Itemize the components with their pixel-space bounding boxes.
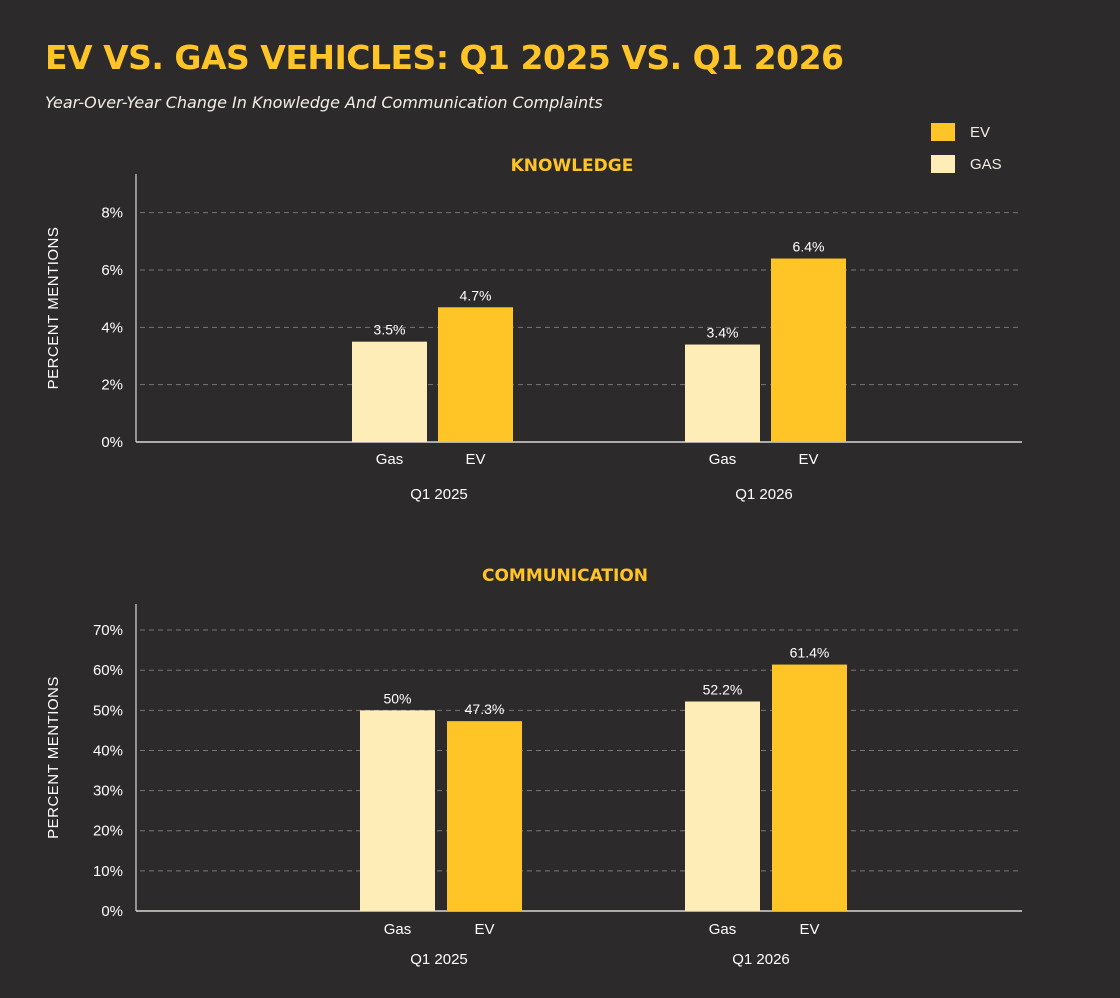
legend: EV GAS	[931, 116, 1002, 180]
knowledge-data-label: 3.5%	[374, 322, 406, 338]
communication-ytick-label: 40%	[93, 742, 123, 759]
knowledge-group-label: Q1 2026	[735, 486, 793, 503]
knowledge-bar-ev-0	[438, 307, 513, 442]
communication-group-label: Q1 2026	[732, 951, 790, 968]
knowledge-bar-ev-1	[771, 258, 846, 442]
communication-ytick-label: 10%	[93, 863, 123, 880]
communication-chart: COMMUNICATION 0% 10% 20% 30% 40% 50% 60% 70% PERC…	[45, 566, 1022, 968]
communication-data-label: 61.4%	[790, 645, 830, 661]
communication-category-label: Gas	[709, 921, 737, 938]
communication-group-label: Q1 2025	[410, 951, 468, 968]
knowledge-ytick-label: 0%	[101, 434, 123, 451]
knowledge-title: KNOWLEDGE	[511, 156, 634, 176]
communication-data-label: 47.3%	[465, 701, 505, 717]
communication-bar-ev-0	[447, 721, 522, 911]
legend-label-ev: EV	[970, 123, 991, 141]
communication-data-label: 52.2%	[703, 681, 743, 697]
knowledge-ytick-label: 6%	[101, 262, 123, 279]
knowledge-ytick-label: 2%	[101, 377, 123, 394]
communication-category-label: EV	[799, 921, 819, 938]
communication-ytick-label: 60%	[93, 662, 123, 679]
knowledge-category-label: EV	[798, 451, 818, 468]
knowledge-data-label: 4.7%	[460, 287, 492, 303]
legend-item-ev: EV	[931, 116, 1002, 148]
page-title: EV VS. GAS VEHICLES: Q1 2025 VS. Q1 2026	[45, 38, 844, 77]
communication-bar-gas-1	[685, 701, 760, 911]
page-subtitle: Year-Over-Year Change In Knowledge And C…	[45, 93, 603, 112]
legend-item-gas: GAS	[931, 148, 1002, 180]
knowledge-category-label: Gas	[376, 451, 404, 468]
knowledge-bar-gas-1	[685, 344, 760, 442]
communication-bar-gas-0	[360, 710, 435, 911]
communication-ytick-label: 0%	[101, 903, 123, 920]
knowledge-bar-gas-0	[352, 341, 427, 442]
knowledge-ylabel: PERCENT MENTIONS	[45, 227, 62, 390]
knowledge-category-label: Gas	[709, 451, 737, 468]
communication-ytick-label: 50%	[93, 702, 123, 719]
knowledge-data-label: 3.4%	[707, 325, 739, 341]
communication-ylabel: PERCENT MENTIONS	[45, 676, 62, 839]
communication-title: COMMUNICATION	[482, 566, 648, 586]
knowledge-ytick-label: 4%	[101, 319, 123, 336]
legend-label-gas: GAS	[970, 155, 1002, 173]
knowledge-group-label: Q1 2025	[410, 486, 468, 503]
knowledge-ytick-label: 8%	[101, 205, 123, 222]
communication-data-label: 50%	[383, 690, 411, 706]
communication-ytick-label: 20%	[93, 823, 123, 840]
communication-category-label: EV	[474, 921, 494, 938]
knowledge-category-label: EV	[465, 451, 485, 468]
knowledge-chart: KNOWLEDGE 0% 2% 4% 6% 8% PERCENT MENTIONS 3.5% G…	[45, 156, 1022, 503]
communication-category-label: Gas	[384, 921, 412, 938]
communication-bar-ev-1	[772, 664, 847, 911]
communication-ytick-label: 70%	[93, 622, 123, 639]
communication-ytick-label: 30%	[93, 783, 123, 800]
legend-swatch-gas	[931, 155, 955, 173]
knowledge-data-label: 6.4%	[793, 239, 825, 255]
legend-swatch-ev	[931, 123, 955, 141]
